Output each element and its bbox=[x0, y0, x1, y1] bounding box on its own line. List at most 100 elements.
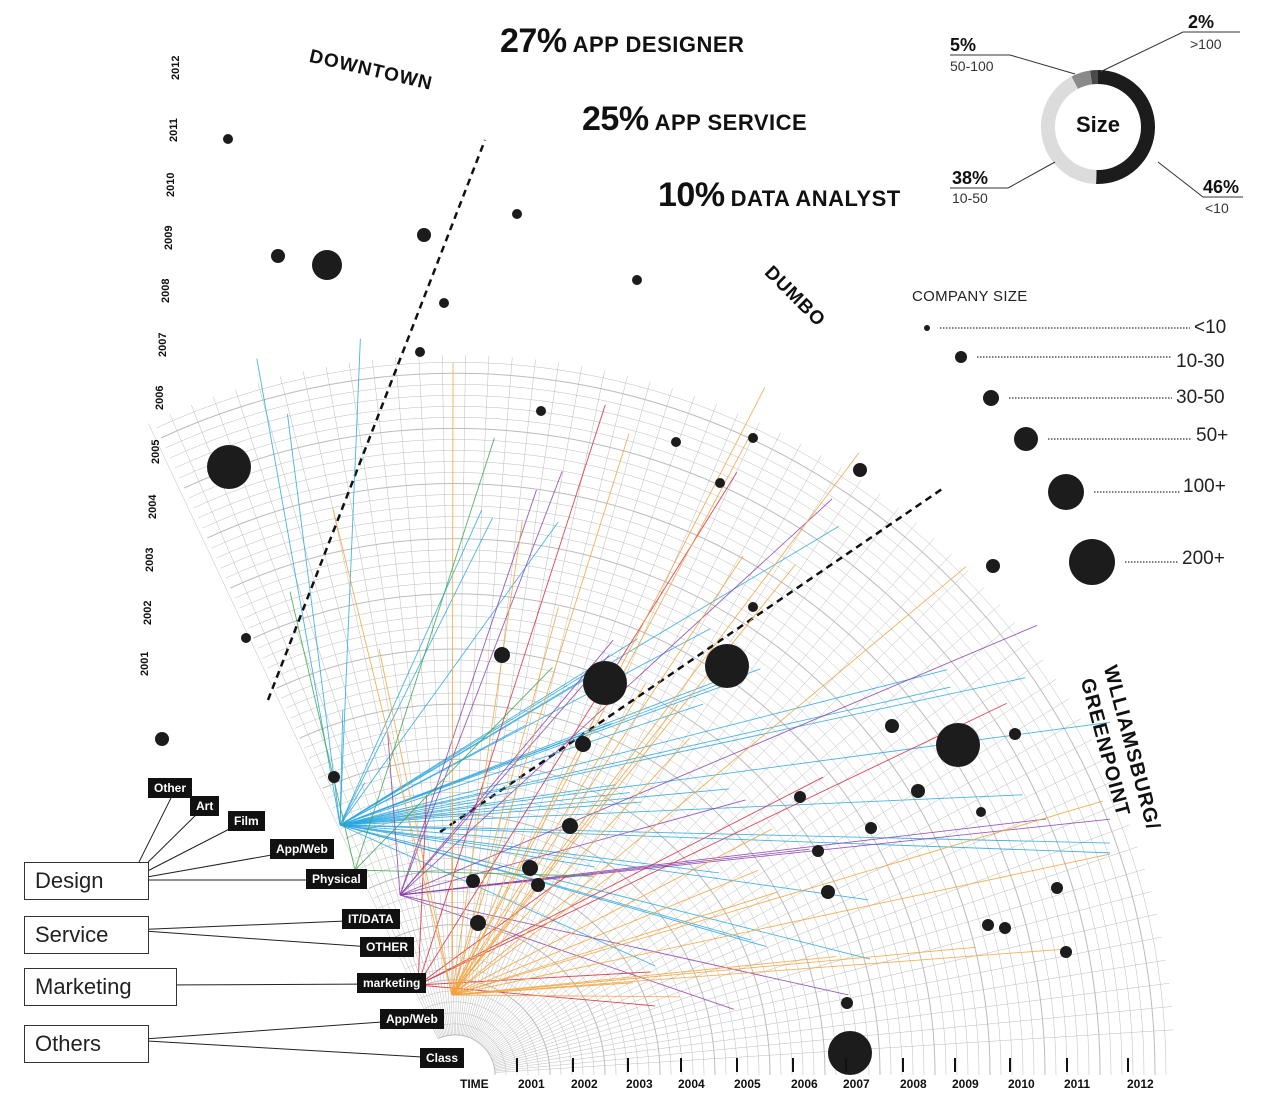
headline-pct: 10% bbox=[658, 176, 725, 214]
donut-segment bbox=[1071, 70, 1093, 90]
company-link bbox=[354, 437, 495, 871]
grid-spoke bbox=[371, 359, 451, 1036]
company-dot bbox=[999, 922, 1011, 934]
company-link bbox=[339, 784, 616, 826]
company-link bbox=[399, 799, 746, 896]
size-legend-marker bbox=[1069, 539, 1115, 585]
grid-arc bbox=[290, 681, 848, 1076]
grid-spoke bbox=[494, 959, 1166, 1069]
vertical-year: 2012 bbox=[170, 55, 182, 80]
company-dot bbox=[522, 860, 538, 876]
time-axis-year: 2005 bbox=[734, 1077, 761, 1091]
company-link bbox=[451, 682, 647, 996]
district-divider bbox=[266, 139, 487, 701]
headline-role: APP DESIGNER bbox=[572, 32, 745, 57]
grid-spoke bbox=[480, 522, 918, 1045]
company-link bbox=[339, 671, 590, 826]
company-link bbox=[339, 792, 630, 826]
category-connector bbox=[129, 1039, 441, 1059]
grid-arc bbox=[345, 813, 716, 1076]
company-link bbox=[399, 624, 1038, 896]
company-link bbox=[451, 704, 679, 996]
grid-arc bbox=[230, 538, 991, 1076]
company-link bbox=[451, 737, 691, 996]
donut-range-10-50: 10-50 bbox=[952, 190, 988, 206]
grid-arc bbox=[304, 714, 815, 1076]
grid-spoke bbox=[280, 376, 446, 1037]
grid-arc bbox=[327, 769, 760, 1076]
grid-arc bbox=[267, 626, 903, 1076]
company-dot bbox=[575, 736, 591, 752]
company-link bbox=[339, 721, 1111, 826]
company-link bbox=[451, 828, 773, 996]
grid-arc bbox=[285, 670, 859, 1076]
grid-spoke bbox=[485, 622, 1016, 1051]
grid-arc bbox=[160, 372, 1156, 1076]
headline-role: APP SERVICE bbox=[654, 110, 808, 135]
grid-spoke bbox=[257, 382, 445, 1037]
grid-arc bbox=[257, 604, 925, 1076]
company-dot bbox=[841, 997, 853, 1009]
company-dot bbox=[748, 433, 758, 443]
grid-spoke bbox=[169, 413, 440, 1039]
donut-center-label: Size bbox=[1076, 112, 1121, 137]
company-link bbox=[451, 800, 1104, 996]
company-link bbox=[339, 824, 871, 960]
grid-arc bbox=[262, 615, 914, 1076]
size-label-10-30: 10-30 bbox=[1176, 351, 1225, 372]
company-dot bbox=[328, 771, 340, 783]
company-dot bbox=[812, 845, 824, 857]
grid-spoke bbox=[348, 362, 450, 1036]
company-link bbox=[289, 591, 356, 871]
grid-spoke bbox=[490, 739, 1093, 1057]
size-legend-marker bbox=[1048, 474, 1084, 510]
category-design: Design bbox=[24, 862, 149, 900]
company-dot bbox=[1051, 882, 1063, 894]
vertical-year: 2002 bbox=[142, 600, 154, 625]
grid-spoke bbox=[148, 423, 439, 1039]
vertical-year: 2009 bbox=[163, 225, 175, 250]
company-dot bbox=[885, 719, 899, 733]
grid-arc bbox=[206, 483, 1046, 1076]
company-dot bbox=[562, 818, 578, 834]
category-marketing: Marketing bbox=[24, 968, 177, 1006]
company-link bbox=[451, 891, 778, 996]
company-link bbox=[451, 521, 523, 996]
grid-spoke bbox=[191, 404, 441, 1038]
grid-spoke bbox=[302, 371, 447, 1036]
company-link bbox=[417, 971, 651, 986]
company-link bbox=[339, 723, 613, 826]
company-link bbox=[451, 836, 526, 996]
company-dot bbox=[223, 134, 233, 144]
company-dot bbox=[155, 732, 169, 746]
time-axis-year: 2009 bbox=[952, 1077, 979, 1091]
size-legend-marker bbox=[955, 351, 967, 363]
donut-leader bbox=[1157, 161, 1243, 198]
company-link bbox=[451, 452, 860, 996]
grid-arc bbox=[174, 406, 1123, 1076]
company-dot bbox=[531, 878, 545, 892]
grid-spoke bbox=[494, 983, 1170, 1071]
grid-spoke bbox=[456, 355, 490, 1036]
tag-it-data: IT/DATA bbox=[342, 909, 400, 929]
company-link bbox=[451, 555, 744, 996]
grid-arc bbox=[299, 703, 826, 1076]
company-link bbox=[451, 956, 837, 996]
time-axis-year: 2007 bbox=[843, 1077, 870, 1091]
company-dot bbox=[936, 723, 980, 767]
category-others: Others bbox=[24, 1025, 149, 1063]
grid-arc bbox=[216, 505, 1024, 1076]
category-connector bbox=[129, 919, 371, 931]
grid-arc bbox=[308, 725, 804, 1076]
company-dot bbox=[853, 463, 867, 477]
size-label-100plus: 100+ bbox=[1183, 476, 1226, 497]
donut-leader bbox=[950, 161, 1056, 189]
company-dot bbox=[583, 661, 627, 705]
size-legend-marker bbox=[983, 390, 999, 406]
grid-spoke bbox=[395, 357, 452, 1036]
time-axis-year: 2003 bbox=[626, 1077, 653, 1091]
grid-arc bbox=[317, 748, 782, 1076]
vertical-year: 2011 bbox=[168, 118, 180, 142]
